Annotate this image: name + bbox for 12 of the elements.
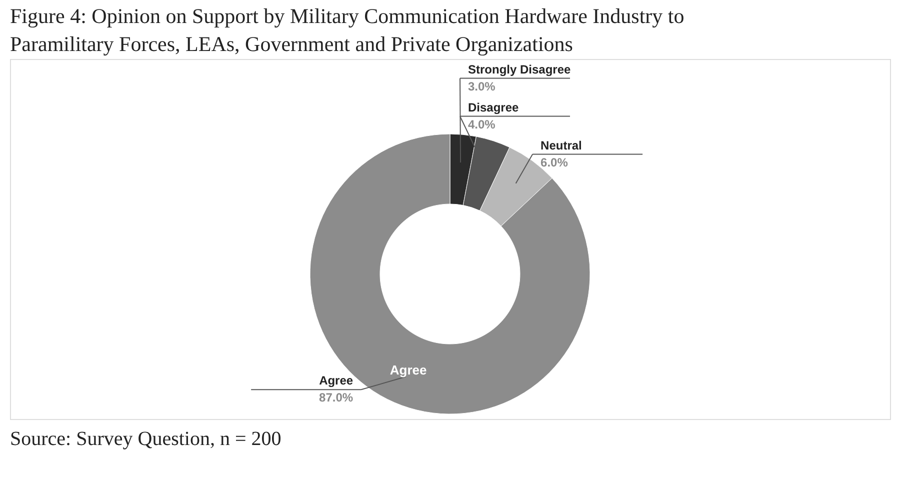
- source-note: Source: Survey Question, n = 200: [10, 428, 282, 450]
- slice-label: Disagree: [468, 100, 520, 114]
- chart-title: Figure 4: Opinion on Support by Military Communication Hardware Industry to Paramilitary Forces, LEAs, Government and Private Organizations: [10, 4, 684, 56]
- data-label: 3.0%: [468, 79, 496, 94]
- slice-label: Neutral: [540, 138, 582, 152]
- data-label: 6.0%: [540, 155, 568, 170]
- donut-slice: [310, 134, 590, 414]
- slice-label: Agree: [319, 374, 354, 388]
- data-label: 87.0%: [319, 390, 354, 405]
- slice-label: Strongly Disagree: [468, 62, 572, 76]
- data-label: 4.0%: [468, 117, 496, 132]
- slice-label: Agree: [390, 362, 427, 378]
